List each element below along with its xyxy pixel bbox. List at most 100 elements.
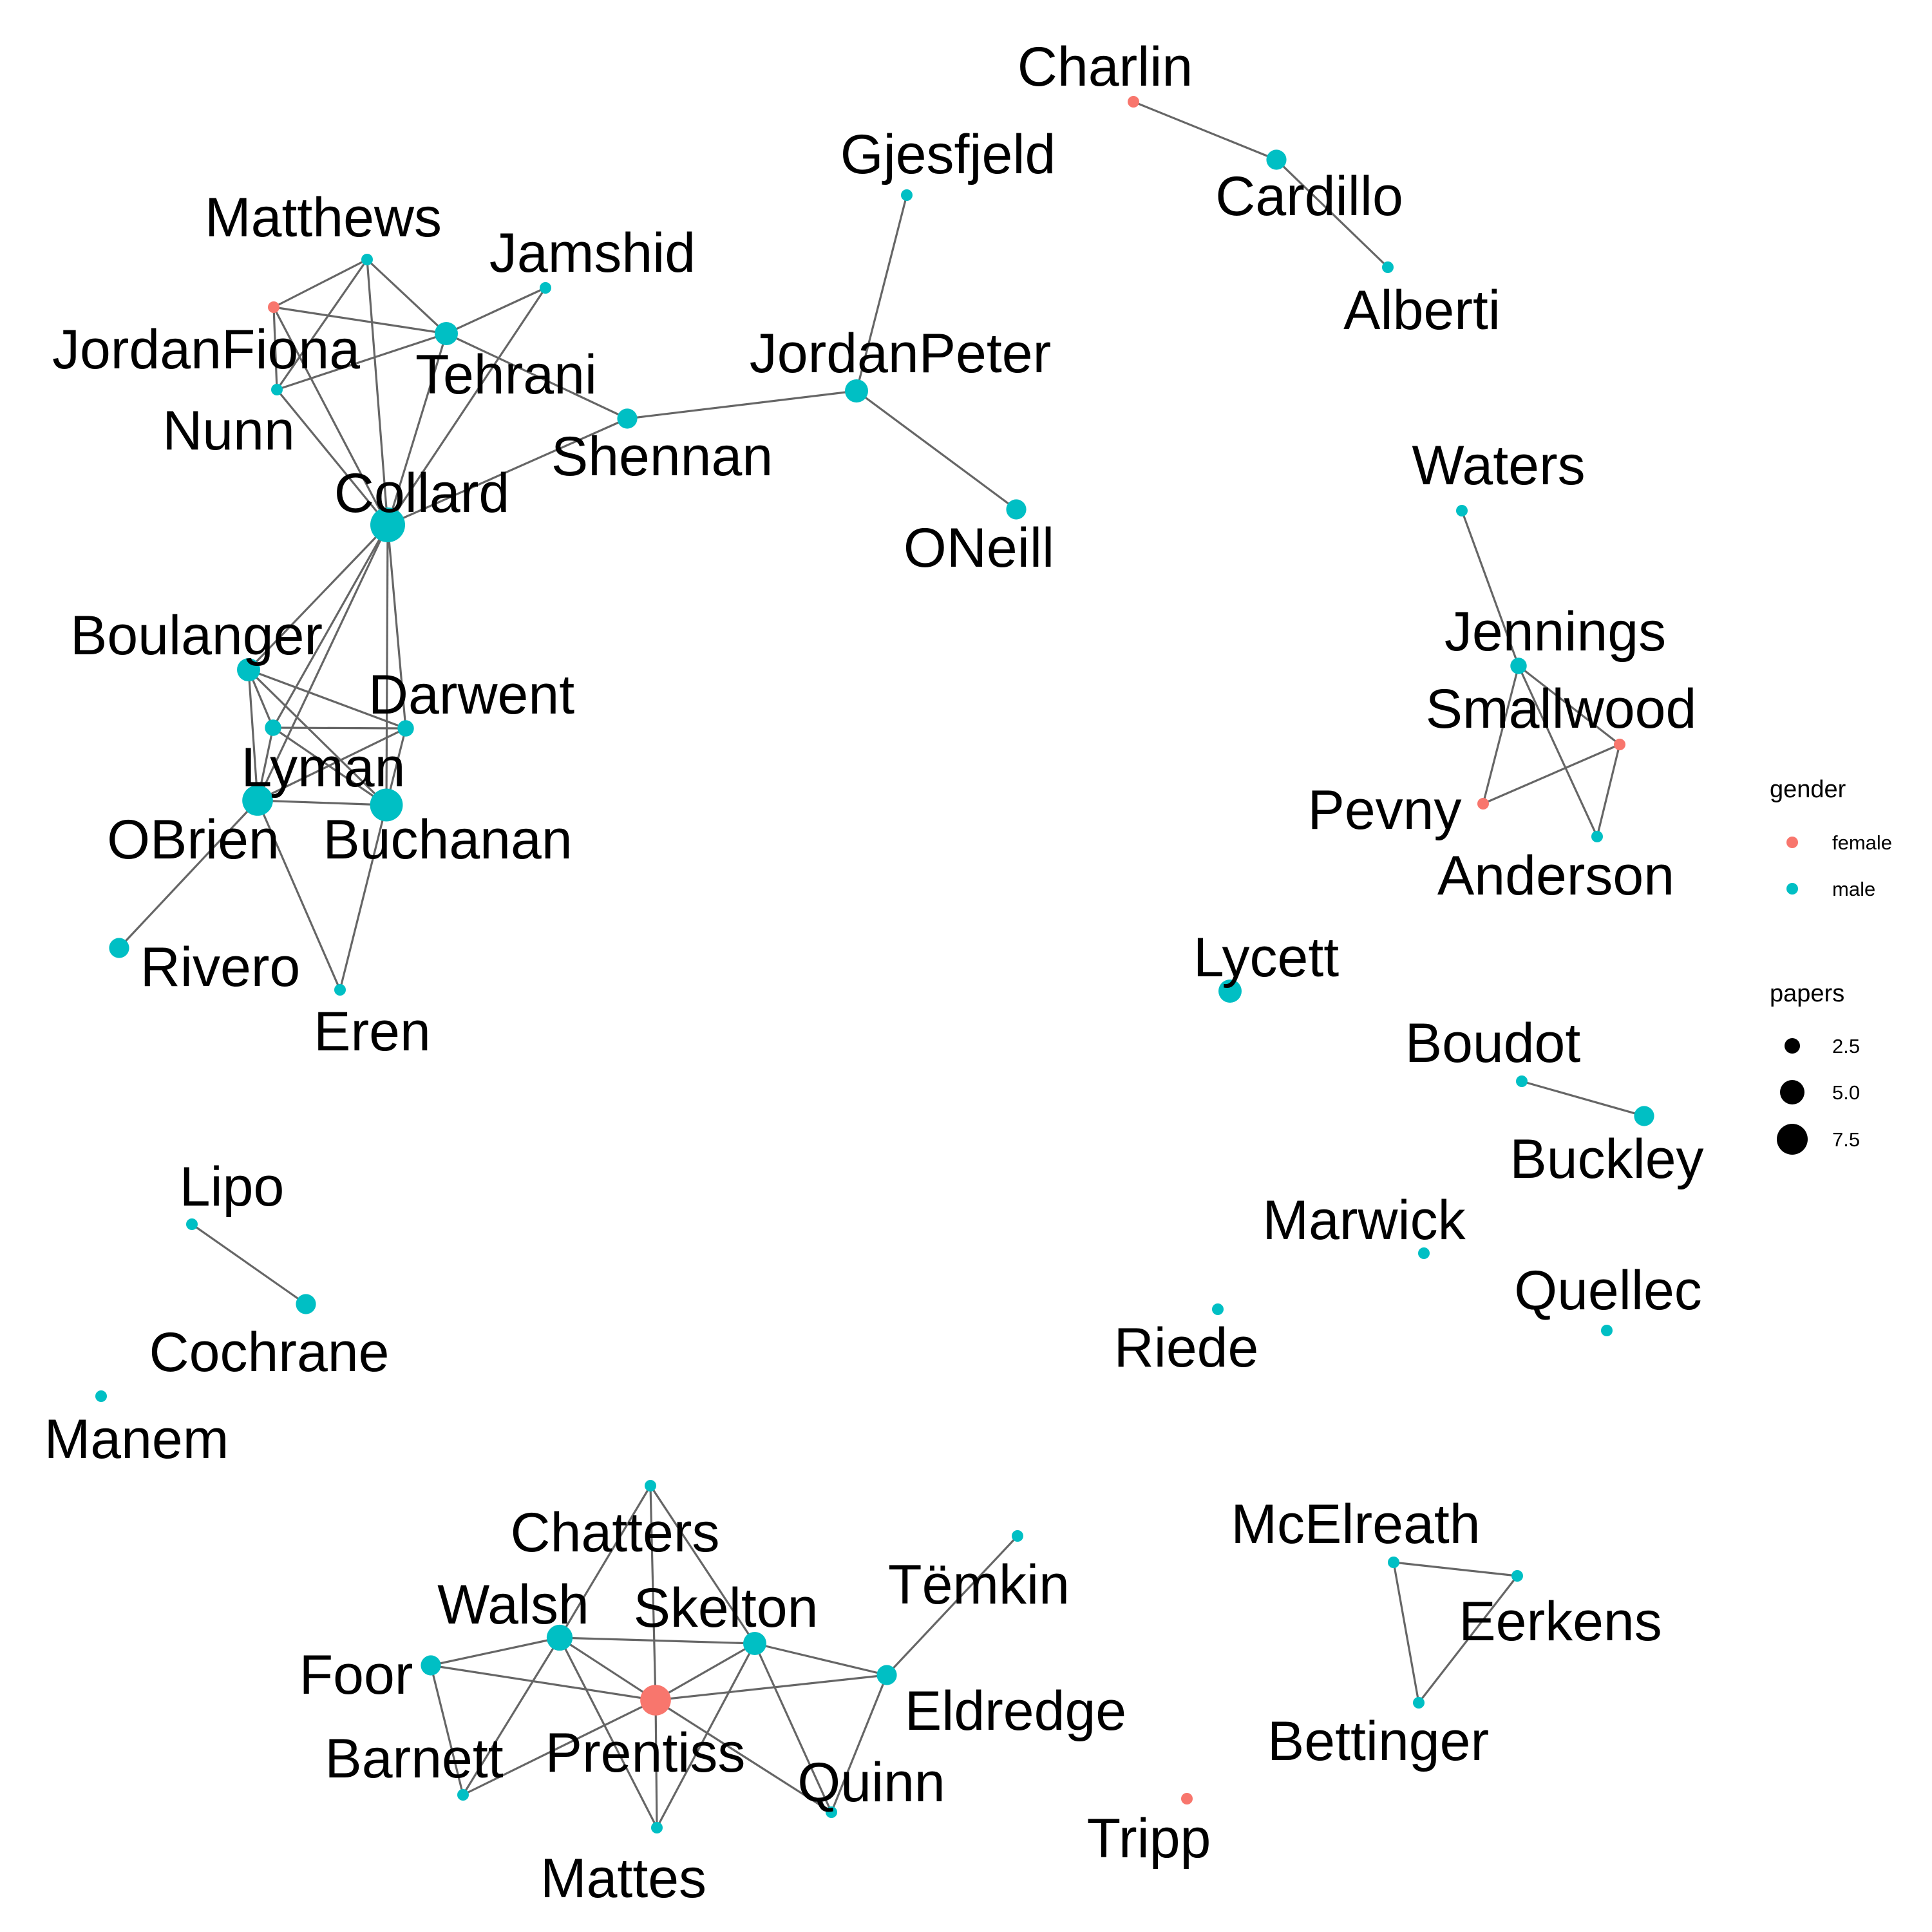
node-obrien — [242, 785, 273, 816]
edge-boulanger-darwent — [248, 668, 406, 730]
node-label-boulanger: Boulanger — [70, 605, 323, 667]
edge-jordanpeter-oneill — [856, 390, 1017, 511]
node-bettinger — [1413, 1697, 1425, 1709]
edge-walsh-prentiss — [559, 1636, 656, 1701]
node-mattes — [651, 1822, 663, 1833]
node-label-pevny: Pevny — [1307, 779, 1461, 841]
edge-matthews-tehrani — [366, 258, 448, 335]
node-charlin — [1128, 96, 1139, 108]
edge-boulanger-buchanan — [247, 668, 388, 806]
node-matthews — [361, 254, 373, 265]
edge-skelton-mattes — [656, 1643, 756, 1828]
edge-nunn-tehrani — [276, 332, 447, 391]
edge-waters-jennings — [1461, 510, 1520, 667]
node-eerkens — [1511, 1570, 1523, 1582]
node-temkin — [1012, 1530, 1023, 1542]
edge-jamshid-tehrani — [446, 287, 546, 335]
female-legend-label: female — [1832, 831, 1892, 854]
node-oneill — [1006, 499, 1027, 520]
edge-lipo-cochrane — [191, 1223, 307, 1305]
node-jordanfiona — [268, 301, 279, 313]
node-tehrani — [435, 322, 458, 345]
edge-tehrani-collard — [386, 333, 448, 526]
node-tripp — [1181, 1793, 1193, 1804]
node-rivero — [109, 938, 129, 958]
node-shennan — [617, 408, 638, 429]
node-label-gjesfjeld: Gjesfjeld — [840, 124, 1056, 185]
edge-prentiss-eldredge — [655, 1674, 887, 1701]
node-label-jamshid: Jamshid — [489, 222, 696, 284]
node-boudot — [1516, 1075, 1528, 1087]
edge-prentiss-barnett — [462, 1699, 656, 1796]
node-nunn — [271, 384, 283, 395]
node-barnett — [457, 1789, 469, 1801]
edge-prentiss-quinn — [655, 1699, 832, 1814]
edge-mcelreath-eerkens — [1393, 1561, 1518, 1577]
node-label-buchanan: Buchanan — [323, 809, 572, 871]
node-label-nunn: Nunn — [162, 400, 295, 462]
edge-collard-buchanan — [385, 524, 389, 806]
edge-obrien-rivero — [118, 799, 259, 949]
edge-prentiss-mattes — [654, 1700, 658, 1828]
node-smallwood — [1614, 739, 1625, 750]
node-label-foor: Foor — [299, 1644, 413, 1706]
node-jamshid — [540, 282, 551, 294]
node-manem — [95, 1390, 107, 1402]
node-label-bettinger: Bettinger — [1267, 1710, 1489, 1772]
node-label-alberti: Alberti — [1343, 279, 1501, 341]
node-label-skelton: Skelton — [634, 1577, 819, 1639]
node-label-jennings: Jennings — [1444, 601, 1666, 663]
edge-shennan-tehrani — [446, 332, 628, 420]
node-label-obrien: OBrien — [107, 809, 279, 871]
node-waters — [1456, 505, 1468, 516]
node-label-lyman: Lyman — [242, 737, 406, 799]
edge-skelton-eldredge — [754, 1642, 887, 1676]
node-quinn — [826, 1806, 837, 1818]
node-skelton — [743, 1632, 766, 1655]
node-label-walsh: Walsh — [437, 1574, 589, 1636]
node-label-matthews: Matthews — [205, 187, 442, 249]
node-label-rivero: Rivero — [140, 936, 301, 998]
edge-cardillo-alberti — [1275, 158, 1389, 269]
edge-jordanfiona-nunn — [272, 307, 278, 390]
node-label-mcelreath: McElreath — [1231, 1493, 1480, 1555]
papers-legend-key-medium — [1780, 1080, 1804, 1104]
node-label-tehrani: Tehrani — [415, 344, 597, 406]
node-boulanger — [237, 658, 260, 681]
edge-eldredge-temkin — [886, 1535, 1019, 1676]
edge-walsh-skelton — [559, 1636, 755, 1645]
edge-mcelreath-bettinger — [1392, 1562, 1420, 1703]
node-label-tripp: Tripp — [1087, 1808, 1211, 1870]
node-jordanpeter — [845, 379, 868, 402]
gender-legend: gender female male — [1770, 776, 1892, 900]
node-anderson — [1591, 831, 1603, 842]
node-gjesfjeld — [901, 189, 913, 201]
node-lycett — [1218, 980, 1242, 1003]
edge-foor-prentiss — [430, 1664, 656, 1701]
node-label-shennan: Shennan — [551, 426, 773, 488]
node-prentiss — [640, 1685, 671, 1716]
edge-smallwood-pevny — [1482, 743, 1620, 805]
node-label-temkin: Tëmkin — [888, 1554, 1070, 1616]
gender-legend-title: gender — [1770, 776, 1846, 803]
papers-legend-label-small: 2.5 — [1832, 1035, 1860, 1057]
node-lipo — [186, 1218, 198, 1230]
edge-walsh-foor — [430, 1636, 560, 1667]
node-buckley — [1634, 1106, 1654, 1126]
node-alberti — [1382, 261, 1394, 273]
node-label-riede: Riede — [1114, 1317, 1259, 1379]
edge-collard-lyman — [272, 524, 389, 728]
edge-jordanfiona-tehrani — [273, 306, 447, 335]
papers-legend-key-small — [1785, 1038, 1800, 1054]
node-label-smallwood: Smallwood — [1426, 678, 1697, 740]
node-eldredge — [876, 1665, 897, 1685]
node-label-mattes: Mattes — [540, 1848, 706, 1909]
node-label-quinn: Quinn — [797, 1752, 945, 1814]
edge-jamshid-collard — [386, 287, 547, 526]
node-label-boudot: Boudot — [1405, 1012, 1581, 1074]
node-label-prentiss: Prentiss — [545, 1722, 746, 1784]
edge-collard-boulanger — [247, 524, 389, 671]
node-cochrane — [296, 1294, 316, 1314]
node-collard — [370, 507, 405, 542]
